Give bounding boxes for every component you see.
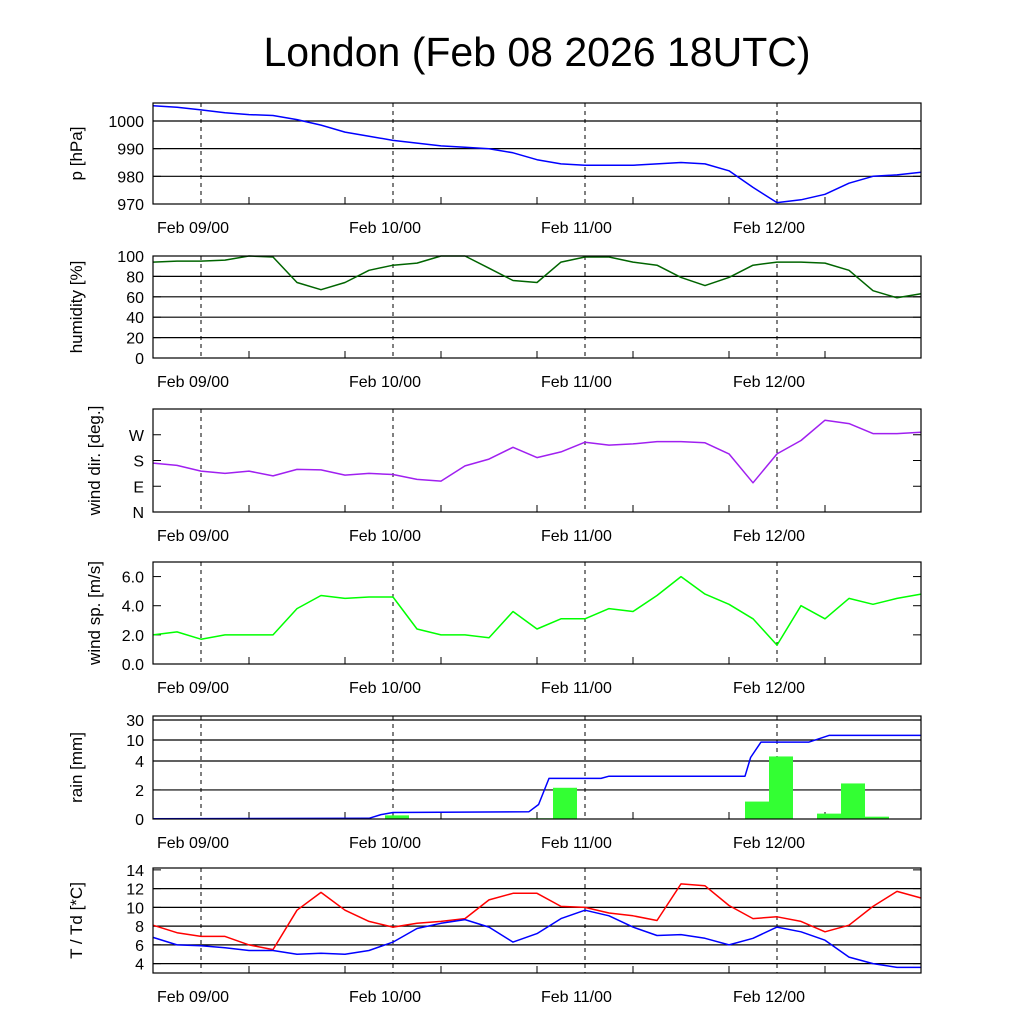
y-tick-label: 0.0 [122,657,144,674]
y-axis-label: wind sp. [m/s] [85,561,104,666]
y-tick-label: 4 [135,957,144,974]
y-tick-label: 1000 [108,114,144,131]
plot-frame [152,867,922,974]
rain-bar [385,815,409,819]
x-tick-label: Feb 09/00 [157,989,229,1006]
x-tick-label: Feb 12/00 [733,680,805,697]
plot-frame [152,561,922,665]
rain-bar [817,813,841,819]
y-axis-label: p [hPa] [67,127,86,181]
y-tick-label: 6 [135,938,144,955]
y-tick-label: 30 [126,713,144,730]
y-tick-label: N [132,505,144,522]
y-axis-label: humidity [%] [67,261,86,354]
rain-bar [745,801,769,819]
x-tick-label: Feb 12/00 [733,374,805,391]
y-tick-label: 12 [126,882,144,899]
y-tick-label: 40 [126,310,144,327]
y-tick-label: 100 [117,249,144,266]
y-tick-label: 10 [126,733,144,750]
y-tick-label: 60 [126,290,144,307]
series-line-td [152,909,921,969]
x-tick-label: Feb 09/00 [157,835,229,852]
rain-bar [553,787,577,819]
y-tick-label: 6.0 [122,570,144,587]
y-tick-label: W [129,428,145,445]
y-tick-label: 8 [135,919,144,936]
y-tick-label: 2 [135,783,144,800]
panel-rain: Feb 09/00 Feb 10/00 Feb 11/00 Feb 12/00 0 2 4 1… [67,713,922,852]
series-line-pressure [152,105,922,204]
plot-frame [152,715,922,820]
x-tick-label: Feb 11/00 [541,835,612,852]
x-tick-label: Feb 12/00 [733,220,805,237]
x-tick-label: Feb 10/00 [349,680,421,697]
y-tick-label: 10 [126,900,144,917]
panel-pressure: Feb 09/00 Feb 10/00 Feb 11/00 Feb 12/00 970 9… [67,102,922,237]
x-tick-label: Feb 10/00 [349,989,421,1006]
x-tick-label: Feb 11/00 [541,680,612,697]
y-tick-label: 4.0 [122,599,144,616]
y-tick-label: S [133,454,144,471]
y-tick-label: 0 [135,812,144,829]
chart-title: London (Feb 08 2026 18UTC) [263,29,810,75]
rain-bar [841,783,865,819]
rain-bar [865,816,889,819]
y-tick-label: 2.0 [122,628,144,645]
series-line-humidity [152,255,922,299]
y-tick-label: 80 [126,269,144,286]
x-tick-label: Feb 09/00 [157,374,229,391]
y-tick-label: 20 [126,331,144,348]
series-line-t [152,883,922,951]
x-tick-label: Feb 10/00 [349,528,421,545]
series-line-wind-direction [152,419,922,484]
panel-humidity: Feb 09/00 Feb 10/00 Feb 11/00 Feb 12/00 0 20 4… [67,249,922,391]
series-line-wind-speed [152,575,922,646]
x-tick-label: Feb 12/00 [733,989,805,1006]
y-tick-label: 980 [117,169,144,186]
rain-bar [769,756,793,819]
x-tick-label: Feb 10/00 [349,835,421,852]
panel-wind_direction: Feb 09/00 Feb 10/00 Feb 11/00 Feb 12/00 NESW… [85,406,922,545]
x-tick-label: Feb 11/00 [541,989,612,1006]
y-tick-label: 0 [135,351,144,368]
x-tick-label: Feb 11/00 [541,374,612,391]
x-tick-label: Feb 09/00 [157,528,229,545]
x-tick-label: Feb 12/00 [733,528,805,545]
panel-wind_speed: Feb 09/00 Feb 10/00 Feb 11/00 Feb 12/00 0.0 2… [85,561,922,697]
y-tick-label: 970 [117,197,144,214]
plot-frame [152,102,922,205]
y-tick-label: 4 [135,754,144,771]
x-tick-label: Feb 11/00 [541,528,612,545]
series-line-accumulated-rain [152,734,921,820]
y-tick-label: E [133,479,144,496]
plot-frame [152,255,922,359]
y-tick-label: 990 [117,142,144,159]
y-tick-label: 14 [126,863,144,880]
plot-frame [152,408,922,513]
x-tick-label: Feb 09/00 [157,680,229,697]
panel-temperature: Feb 09/00 Feb 10/00 Feb 11/00 Feb 12/00 4 6 8 1… [67,863,922,1006]
x-tick-label: Feb 09/00 [157,220,229,237]
y-axis-label: wind dir. [deg.] [85,406,104,517]
x-tick-label: Feb 10/00 [349,220,421,237]
x-tick-label: Feb 11/00 [541,220,612,237]
x-tick-label: Feb 10/00 [349,374,421,391]
y-axis-label: T / Td [*C] [67,882,86,959]
x-tick-label: Feb 12/00 [733,835,805,852]
y-axis-label: rain [mm] [67,732,86,803]
